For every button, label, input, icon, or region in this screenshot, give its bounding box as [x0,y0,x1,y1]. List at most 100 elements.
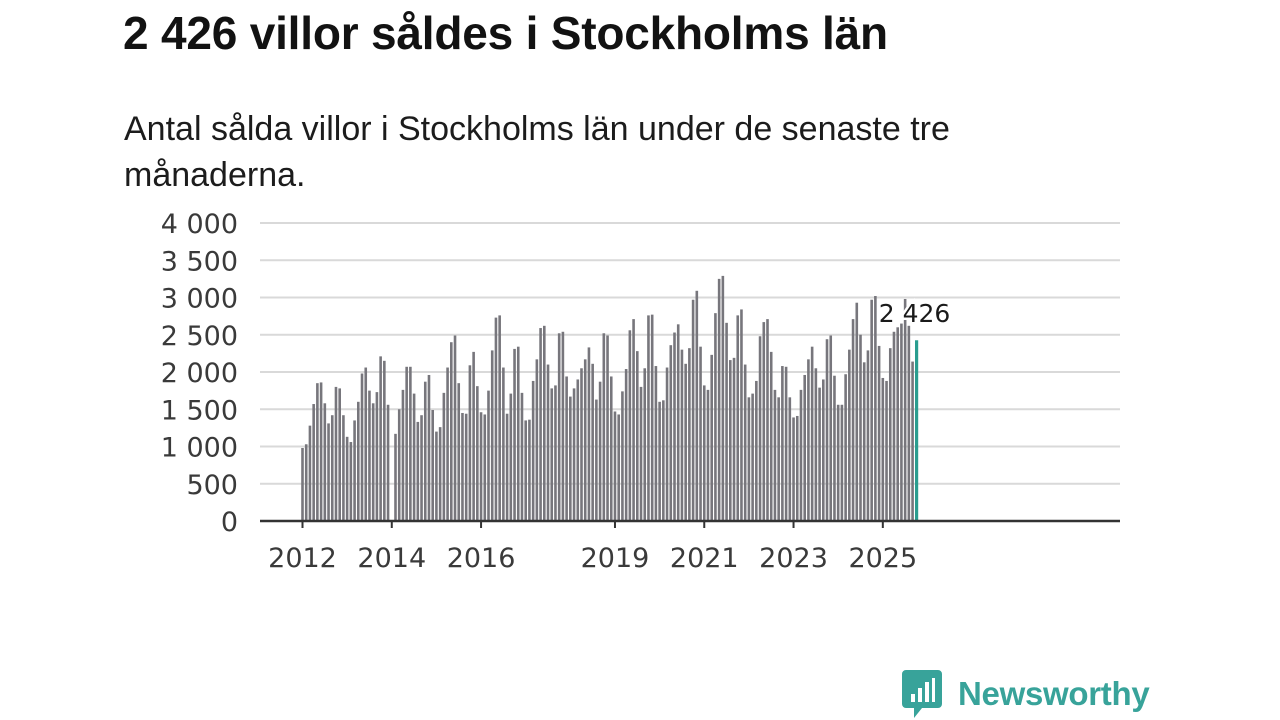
bar [524,420,527,521]
bar [353,420,356,521]
bar [736,315,740,521]
bar [330,415,334,521]
bar [379,356,382,521]
bar [301,447,304,521]
bar [840,404,844,521]
bar [669,345,673,521]
bar [494,317,498,521]
bar [714,313,717,521]
bar [836,404,840,521]
chart-title: 2 426 villor såldes i Stockholms län [123,7,888,59]
bar [758,336,762,521]
x-tick-label: 2016 [447,543,516,574]
x-tick-label: 2014 [357,543,426,574]
bar [874,296,877,521]
latest-value-label: 2 426 [879,299,951,328]
bar [535,359,539,521]
bar [784,366,788,521]
y-tick-label: 2 500 [161,321,238,352]
y-tick-label: 500 [186,470,238,501]
bar [543,325,546,521]
bar [743,364,747,521]
bar [483,414,487,521]
bar [487,390,490,521]
bar [457,383,461,521]
y-tick-label: 4 000 [161,209,238,240]
y-tick-label: 1 000 [161,433,238,464]
y-tick-label: 0 [221,507,238,538]
bar [729,360,732,521]
bar [788,397,792,521]
bar [442,392,446,521]
bar [866,350,870,521]
bar [881,377,885,521]
bar [862,362,866,521]
bar [654,366,658,521]
bar [911,361,914,521]
bar [557,333,561,521]
bar [691,299,695,521]
bar [438,427,442,521]
bar [394,433,397,521]
bar [528,419,531,521]
highlight-bar [915,340,919,521]
bar [327,423,330,521]
bar [792,417,795,521]
bar [461,412,464,521]
bar [591,363,594,521]
bar [684,363,687,521]
bar [766,319,769,521]
bar [368,390,371,521]
bar [587,347,591,521]
bar [401,389,405,521]
bar [639,386,643,521]
bar [472,351,475,521]
bar [595,399,598,521]
bar [572,388,576,521]
bar [747,397,751,521]
bar [624,369,628,521]
bar [435,431,438,521]
bar [334,386,338,521]
bar [342,415,345,521]
bar [427,374,431,521]
bar [606,335,609,521]
chart-subtitle: Antal sålda villor i Stockholms län unde… [124,110,950,194]
bar [602,333,606,521]
bar [907,325,911,521]
bar [431,409,434,521]
bar [349,442,353,521]
bar [829,335,833,521]
bar [740,309,743,521]
bar [416,421,420,521]
bar [900,323,903,521]
annotations: 2 426 [876,297,953,331]
bar [617,414,620,521]
bar [725,322,728,521]
bar [576,379,580,521]
bar [643,368,647,521]
bar [628,330,632,521]
bar [312,404,315,521]
bar [476,386,479,521]
bar [676,324,680,521]
bar [598,381,602,521]
newsworthy-logo[interactable]: Newsworthy [902,670,1150,718]
y-tick-label: 3 500 [161,246,238,277]
bar [446,367,449,521]
bar [803,374,806,521]
bar [580,368,583,521]
bar [539,328,542,521]
bar [520,392,524,521]
bar [360,373,364,521]
bar [550,388,554,521]
bar [650,314,654,521]
bar [755,380,758,521]
bar [896,327,899,521]
bar [647,315,650,521]
bar [490,350,494,521]
bar [814,368,818,521]
bar [877,345,881,521]
bar [699,346,702,521]
x-tick-label: 2019 [581,543,650,574]
